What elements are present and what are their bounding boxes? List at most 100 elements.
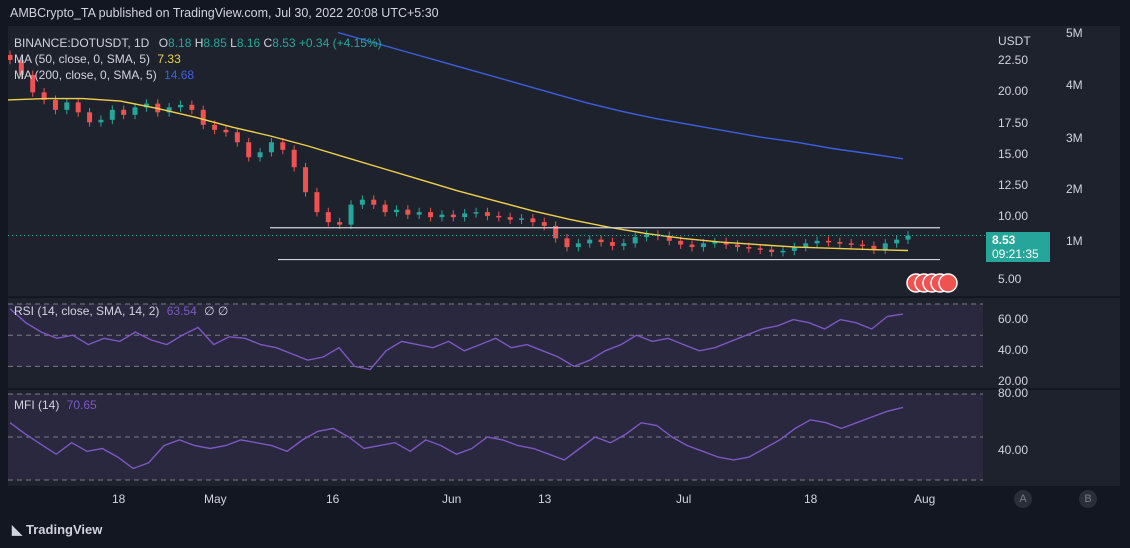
rsi-line [9, 308, 904, 371]
candle-body [837, 242, 843, 244]
candle-body [98, 119, 104, 123]
scale-button-b[interactable]: B [1079, 490, 1097, 508]
price-tick-label: 15.00 [998, 146, 1029, 161]
candle-body [587, 239, 593, 244]
candle-body [780, 250, 786, 253]
low-value: 8.16 [236, 36, 261, 50]
candle-body [234, 132, 240, 143]
mfi-pane[interactable]: MFI (14) 70.65 80.00 40.00 [8, 386, 1120, 486]
rsi-pane[interactable]: RSI (14, close, SMA, 14, 2) 63.54 ∅ ∅ 60… [8, 298, 1120, 388]
scale-button-a[interactable]: A [1014, 490, 1032, 508]
last-price-value: 8.53 [992, 233, 1016, 247]
symbol-legend: BINANCE:DOTUSDT, 1D O8.18 H8.85 L8.16 C8… [14, 36, 382, 50]
candle-body [64, 102, 70, 110]
mfi-tick-label: 40.00 [998, 443, 1029, 458]
time-tick-label: Aug [914, 492, 936, 506]
candle-body [609, 242, 615, 246]
low-label: L [230, 36, 237, 50]
candle-body [496, 215, 502, 218]
candle-body [132, 107, 138, 115]
candle-body [200, 109, 206, 125]
candle-body [348, 204, 354, 225]
mfi-chart[interactable] [8, 390, 1120, 486]
candle-body [814, 240, 820, 244]
candle-body [18, 59, 24, 75]
candle-body [791, 247, 797, 251]
price-tick-label: 5.00 [998, 271, 1022, 286]
time-tick-label: 18 [112, 492, 126, 506]
volume-tick-label: 1M [1066, 234, 1083, 248]
candle-body [700, 243, 706, 248]
candle-body [212, 124, 218, 130]
ma200-line [337, 31, 904, 160]
open-label: O [158, 36, 169, 50]
candle-body [371, 199, 377, 205]
mfi-legend: MFI (14) 70.65 [14, 398, 97, 412]
countdown-value: 09:21:35 [992, 247, 1039, 261]
candle-body [564, 238, 570, 248]
rsi-tick-label: 40.00 [998, 342, 1029, 357]
candle-body [473, 212, 479, 214]
candle-body [178, 104, 184, 108]
time-tick-label: Jul [676, 492, 692, 506]
candle-body [223, 129, 229, 133]
candle-body [882, 243, 888, 250]
candle-body [257, 152, 263, 158]
candle-body [894, 239, 900, 244]
candle-body [598, 239, 604, 243]
candle-body [746, 247, 752, 249]
mfi-label: MFI (14) [14, 398, 60, 412]
symbol-name: BINANCE:DOTUSDT, 1D [14, 36, 150, 50]
price-chart[interactable] [8, 26, 1120, 296]
publication-header: AMBCrypto_TA published on TradingView.co… [10, 6, 439, 20]
rsi-tick-label: 20.00 [998, 374, 1029, 388]
candle-body [848, 243, 854, 245]
candle-body [644, 234, 650, 238]
candle-body [712, 242, 718, 244]
candle-body [291, 149, 297, 168]
candle-body [405, 209, 411, 215]
candle-body [769, 249, 775, 253]
candle-body [439, 214, 445, 218]
candle-body [303, 167, 309, 193]
candle-body [75, 102, 81, 113]
candle-body [803, 243, 809, 248]
time-axis-bar[interactable]: 18 May 16 Jun 13 Jul 18 Aug A B [8, 488, 1120, 512]
candle-body [189, 104, 195, 110]
candle-body [541, 222, 547, 226]
candle-body [553, 225, 559, 239]
rsi-value: 63.54 [166, 304, 197, 318]
candle-body [325, 212, 331, 223]
mfi-line [9, 406, 904, 470]
footer-brand: TradingView [26, 522, 103, 537]
event-marker-icon [938, 273, 958, 293]
close-label: C [263, 36, 273, 50]
rsi-chart[interactable] [8, 298, 1120, 388]
change-value: +0.34 (+4.15%) [298, 36, 382, 50]
price-tick-label: 20.00 [998, 84, 1029, 99]
candle-body [41, 92, 47, 100]
volume-tick-label: 3M [1066, 131, 1083, 145]
ma200-legend: MA (200, close, 0, SMA, 5) 14.68 [14, 68, 194, 82]
candle-body [314, 192, 320, 213]
tradingview-logo-icon: ◣ [12, 522, 22, 537]
mfi-tick-label: 80.00 [998, 386, 1029, 400]
open-value: 8.18 [168, 36, 192, 50]
candle-body [166, 107, 172, 113]
price-pane[interactable]: BINANCE:DOTUSDT, 1D O8.18 H8.85 L8.16 C8… [8, 26, 1120, 296]
rsi-legend: RSI (14, close, SMA, 14, 2) 63.54 ∅ ∅ [14, 304, 228, 318]
rsi-label: RSI (14, close, SMA, 14, 2) [14, 304, 160, 318]
candle-body [30, 74, 36, 93]
candle-body [393, 209, 399, 213]
candle-body [575, 243, 581, 248]
candle-body [507, 217, 513, 220]
candle-body [734, 244, 740, 248]
candle-body [280, 142, 286, 150]
candle-body [450, 214, 456, 218]
candle-body [359, 199, 365, 205]
ma200-value: 14.68 [164, 68, 195, 82]
candle-body [871, 245, 877, 250]
volume-tick-label: 2M [1066, 182, 1083, 196]
price-tick-label: 12.50 [998, 177, 1029, 192]
ma50-value: 7.33 [157, 52, 181, 66]
